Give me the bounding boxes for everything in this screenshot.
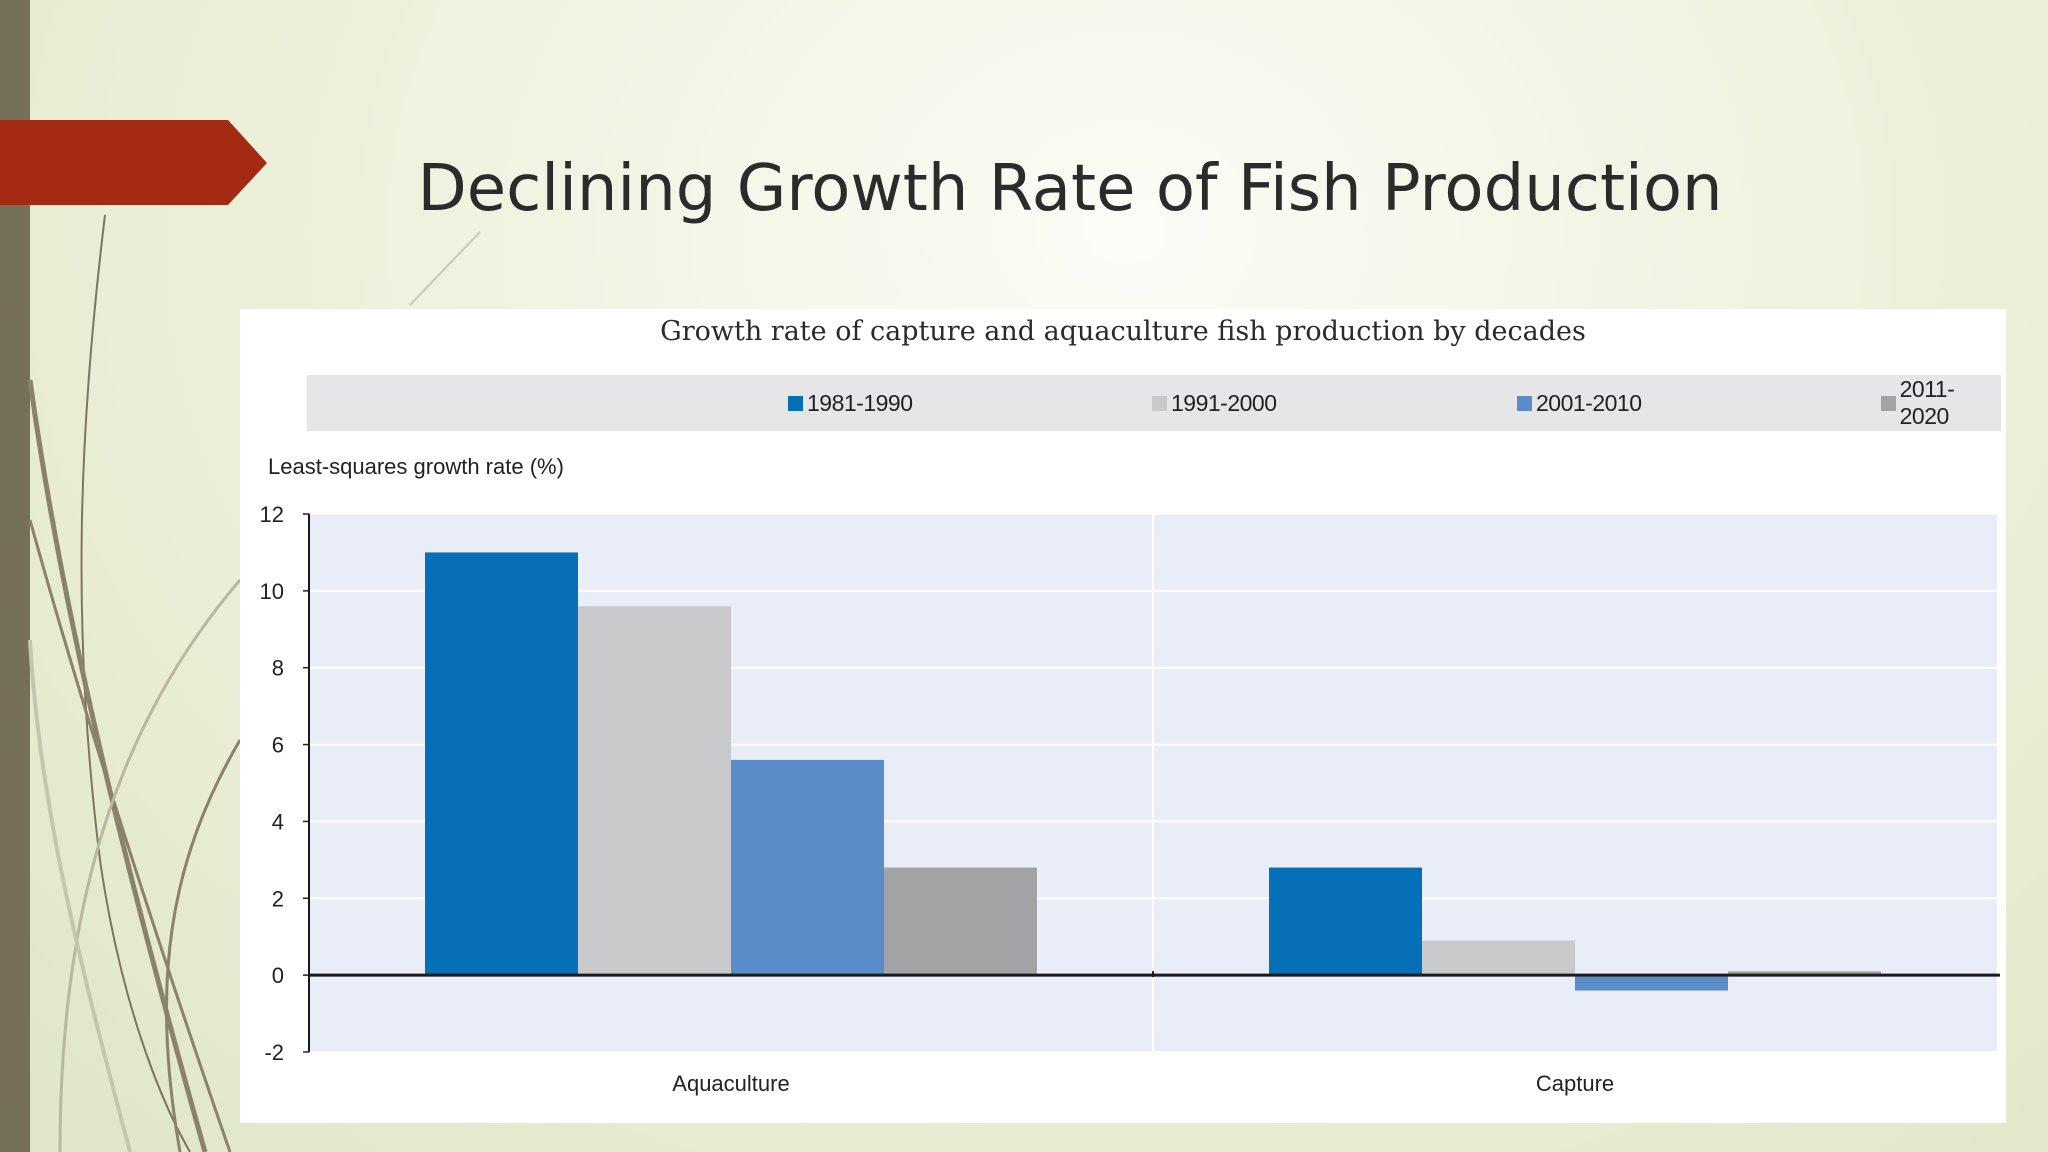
legend-label: 2011-2020 xyxy=(1899,376,1955,429)
slide-title: Declining Growth Rate of Fish Production xyxy=(417,152,1723,226)
decorative-curve xyxy=(28,519,232,1152)
bar-aquaculture-1981-1990 xyxy=(425,552,578,976)
legend-swatch xyxy=(1517,395,1532,411)
legend-item-2011-2020: 2011-2020 xyxy=(1881,375,2001,431)
bar-aquaculture-2011-2020 xyxy=(884,867,1037,976)
chart-legend: 1981-1990 1991-2000 2001-2010 2011-2020 xyxy=(307,375,2001,431)
legend-label: 2001-2010 xyxy=(1536,389,1642,416)
legend-swatch xyxy=(1881,395,1896,411)
legend-swatch xyxy=(788,395,803,411)
y-tick-label: 2 xyxy=(272,886,284,911)
y-tick-label: 8 xyxy=(272,656,284,681)
y-tick-label: 12 xyxy=(260,502,284,527)
chart-panel: Growth rate of capture and aquaculture f… xyxy=(240,309,2006,1123)
legend-item-1991-2000: 1991-2000 xyxy=(1152,375,1277,431)
legend-label: 1991-2000 xyxy=(1171,389,1277,416)
y-tick-label: 10 xyxy=(260,579,284,604)
legend-label: 1981-1990 xyxy=(807,389,913,416)
decorative-curve xyxy=(58,579,242,1152)
y-tick-label: 6 xyxy=(272,733,284,758)
bar-capture-2011-2020 xyxy=(1728,971,1881,976)
y-tick-label: -2 xyxy=(264,1040,284,1065)
bar-chart: Least-squares growth rate (%) -2 0 2 4 6 8 10 1… xyxy=(260,454,2000,1096)
decorative-curve xyxy=(28,639,132,1152)
legend-swatch xyxy=(1152,395,1167,411)
decorative-curve xyxy=(27,379,208,1152)
decorative-curve xyxy=(165,739,242,1152)
y-tick-label: 0 xyxy=(272,963,284,988)
bar-capture-1981-1990 xyxy=(1269,867,1422,976)
plot-area: -2 0 2 4 6 8 10 12 Aquaculture Capture xyxy=(260,502,2000,1096)
decorative-curve xyxy=(80,214,191,1152)
bar-capture-2001-2010 xyxy=(1575,975,1728,991)
chart-title: Growth rate of capture and aquaculture f… xyxy=(660,316,1586,347)
bar-aquaculture-1991-2000 xyxy=(578,606,731,976)
y-tick-label: 4 xyxy=(272,809,284,834)
x-tick-label: Aquaculture xyxy=(672,1071,789,1096)
x-tick-label: Capture xyxy=(1536,1071,1614,1096)
bar-capture-1991-2000 xyxy=(1422,940,1575,976)
legend-item-1981-1990: 1981-1990 xyxy=(788,375,913,431)
legend-item-2001-2010: 2001-2010 xyxy=(1517,375,1642,431)
y-axis-label: Least-squares growth rate (%) xyxy=(268,454,564,479)
title-arrow-shape xyxy=(0,120,267,205)
decorative-curve xyxy=(409,231,481,306)
bar-aquaculture-2001-2010 xyxy=(731,759,884,976)
